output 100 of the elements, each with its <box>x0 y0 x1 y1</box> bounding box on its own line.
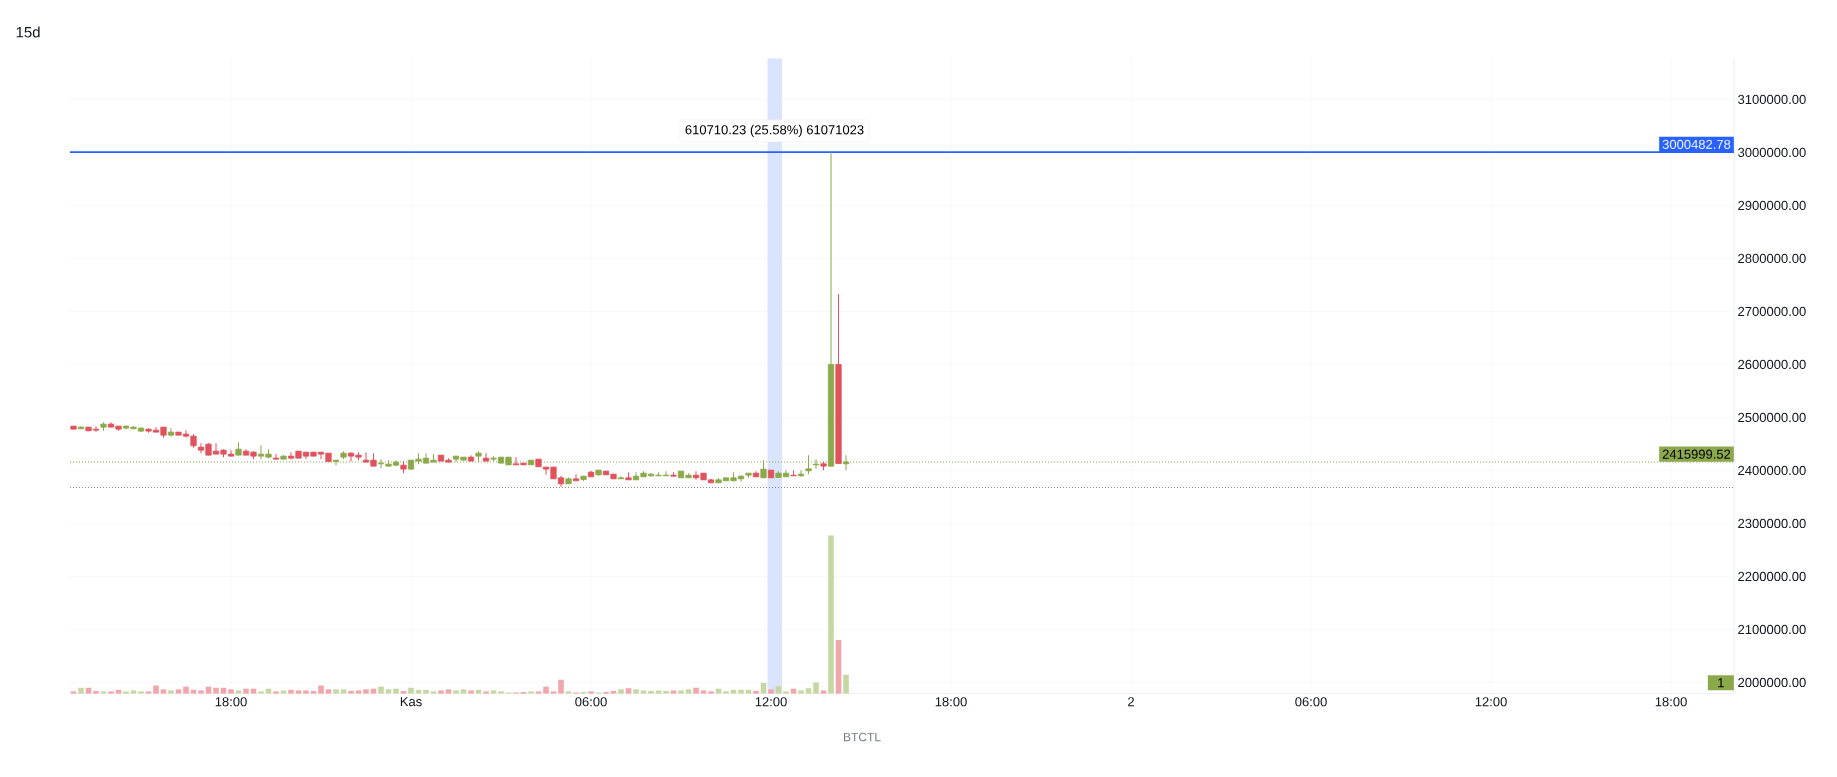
bar <box>483 691 489 694</box>
bar <box>558 679 564 694</box>
bar <box>490 690 497 694</box>
annotation: 610710.23 (25.58%) 61071023 <box>685 124 864 137</box>
bar <box>325 689 332 694</box>
bar <box>813 682 819 694</box>
bar <box>378 686 384 694</box>
bar <box>183 686 189 694</box>
bar <box>205 686 212 694</box>
bar <box>85 687 92 694</box>
bar <box>348 690 354 694</box>
bar <box>775 686 782 694</box>
y-tick-label: 2300000.00 <box>1738 518 1806 529</box>
bar <box>93 690 99 694</box>
bar <box>528 691 534 694</box>
candlestick <box>572 473 580 482</box>
y-tick-label: 3100000.00 <box>1738 94 1806 105</box>
bar <box>453 690 459 694</box>
bar <box>715 688 722 694</box>
bar <box>535 691 542 694</box>
y-tick-label: 3000000.00 <box>1738 147 1806 158</box>
bar <box>370 688 377 694</box>
y-tick-label: 2800000.00 <box>1738 253 1806 264</box>
bar <box>730 689 737 694</box>
bar <box>543 686 549 694</box>
bar <box>288 689 294 694</box>
y-tick-label: 2600000.00 <box>1738 359 1806 370</box>
bar <box>460 689 467 694</box>
bar <box>798 690 804 694</box>
bar <box>633 689 639 694</box>
y-tick-label: 2100000.00 <box>1738 624 1806 635</box>
bar <box>468 690 474 694</box>
bar <box>790 688 797 694</box>
bar <box>153 685 159 694</box>
bar <box>175 689 182 694</box>
x-tick-label: 18:00 <box>1655 697 1687 707</box>
x-tick-label: 06:00 <box>575 697 607 707</box>
bar <box>280 690 287 694</box>
text: BTCTL <box>844 732 881 742</box>
bar <box>700 690 707 694</box>
bar <box>648 690 654 694</box>
x-tick-label: 06:00 <box>1295 697 1327 707</box>
bar <box>303 690 309 694</box>
candlestick <box>272 453 280 460</box>
annotation: 1 <box>1718 678 1724 688</box>
bar <box>138 691 144 694</box>
bar <box>678 690 684 694</box>
bar <box>655 690 662 694</box>
bar <box>475 689 482 694</box>
bar <box>160 689 167 694</box>
bar <box>625 688 632 694</box>
x-tick-label: 12:00 <box>1475 697 1507 707</box>
bar <box>760 682 767 694</box>
chart-title: 15d <box>16 26 40 38</box>
bar <box>340 689 347 694</box>
bar <box>768 689 774 694</box>
bar <box>738 689 744 694</box>
bar <box>400 690 407 694</box>
ref-line-label: 3000482.78 <box>1662 139 1731 149</box>
bar <box>783 691 789 694</box>
bar <box>355 690 362 694</box>
bar <box>565 691 572 694</box>
bar <box>843 674 849 694</box>
bar <box>258 691 264 694</box>
bar <box>243 688 249 694</box>
bar <box>618 689 624 694</box>
x-tick-label: 12:00 <box>755 697 787 707</box>
bar <box>145 691 152 694</box>
bar <box>438 690 444 694</box>
bar <box>820 690 827 694</box>
bar <box>588 691 594 694</box>
bar <box>828 535 834 694</box>
bar <box>363 689 369 694</box>
bar <box>550 691 557 694</box>
bar <box>318 685 324 694</box>
bar <box>310 690 317 694</box>
bar <box>408 687 414 694</box>
bar <box>610 690 617 694</box>
bar <box>228 689 234 694</box>
bar <box>415 689 422 694</box>
bar <box>498 691 504 694</box>
y-tick-label: 2400000.00 <box>1738 465 1806 476</box>
bar <box>198 690 204 694</box>
bar <box>220 687 227 694</box>
bar <box>430 691 437 694</box>
bar <box>70 691 77 694</box>
x-tick-label: Kas <box>400 697 422 707</box>
x-tick-label: 18:00 <box>935 697 967 707</box>
bar <box>123 691 129 694</box>
bar <box>753 690 759 694</box>
bar <box>108 691 114 694</box>
bar <box>190 689 197 694</box>
bar <box>385 689 392 694</box>
bar <box>265 688 272 694</box>
y-tick-label: 2500000.00 <box>1738 412 1806 423</box>
bar <box>295 690 302 694</box>
y-tick-label: 2700000.00 <box>1738 306 1806 317</box>
bar <box>213 687 219 694</box>
candlestick <box>482 452 490 462</box>
candlestick <box>805 454 812 475</box>
